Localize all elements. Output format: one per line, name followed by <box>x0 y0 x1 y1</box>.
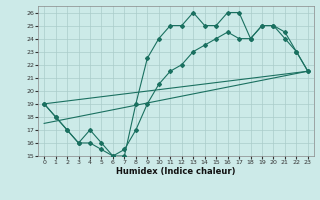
X-axis label: Humidex (Indice chaleur): Humidex (Indice chaleur) <box>116 167 236 176</box>
